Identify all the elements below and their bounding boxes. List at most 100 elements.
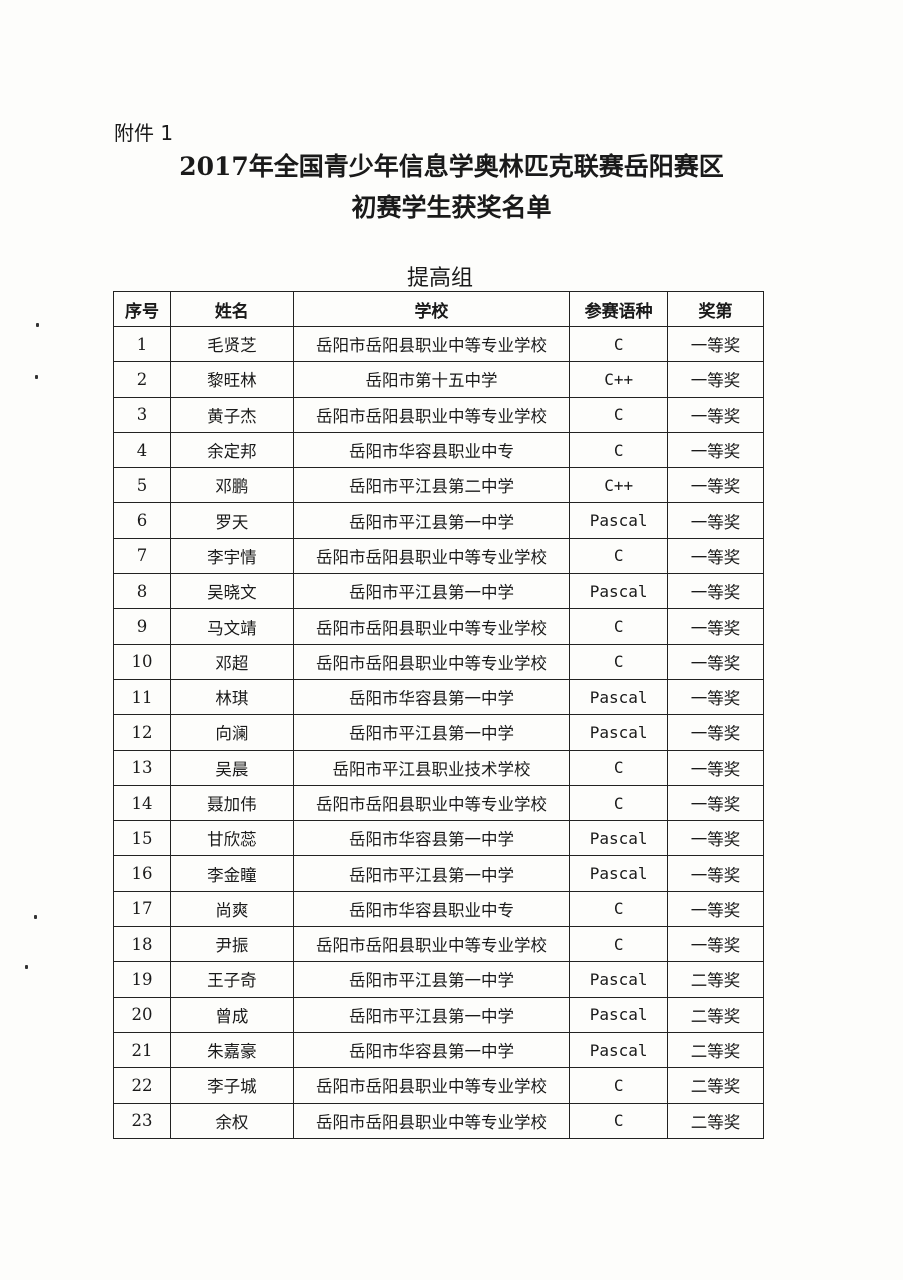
cell-school: 岳阳市华容县职业中专 bbox=[292, 431, 571, 469]
cell-award: 一等奖 bbox=[667, 573, 764, 610]
table-row: 10 邓超 岳阳市岳阳县职业中等专业学校 C 一等奖 bbox=[113, 643, 764, 680]
cell-language: C++ bbox=[569, 361, 669, 398]
cell-index: 21 bbox=[113, 1031, 171, 1069]
header-school: 学校 bbox=[292, 291, 571, 327]
cell-index: 8 bbox=[113, 573, 171, 610]
cell-name: 曾成 bbox=[169, 996, 294, 1033]
cell-name: 邓鹏 bbox=[169, 467, 294, 504]
cell-award: 一等奖 bbox=[667, 431, 764, 469]
cell-language: C bbox=[569, 608, 669, 645]
cell-award: 一等奖 bbox=[667, 643, 764, 680]
cell-award: 一等奖 bbox=[667, 926, 764, 963]
table-row: 14 聂加伟 岳阳市岳阳县职业中等专业学校 C 一等奖 bbox=[113, 784, 764, 822]
cell-award: 一等奖 bbox=[667, 502, 764, 539]
cell-language: Pascal bbox=[569, 961, 669, 998]
cell-language: C bbox=[569, 396, 669, 433]
attachment-label: 附件 1 bbox=[114, 121, 174, 145]
cell-index: 19 bbox=[113, 961, 171, 998]
table-row: 6 罗天 岳阳市平江县第一中学 Pascal 一等奖 bbox=[113, 502, 764, 539]
header-index: 序号 bbox=[113, 291, 171, 327]
cell-index: 20 bbox=[113, 996, 171, 1033]
cell-name: 向澜 bbox=[169, 714, 294, 751]
cell-school: 岳阳市华容县第一中学 bbox=[292, 678, 571, 716]
cell-index: 9 bbox=[113, 608, 171, 645]
cell-award: 一等奖 bbox=[667, 749, 764, 786]
cell-index: 23 bbox=[113, 1102, 171, 1139]
scan-speck bbox=[35, 375, 38, 379]
cell-name: 朱嘉豪 bbox=[169, 1031, 294, 1069]
cell-index: 13 bbox=[113, 749, 171, 786]
cell-index: 4 bbox=[113, 431, 171, 469]
cell-language: C++ bbox=[569, 467, 669, 504]
table-row: 9 马文靖 岳阳市岳阳县职业中等专业学校 C 一等奖 bbox=[113, 608, 764, 645]
cell-index: 2 bbox=[113, 361, 171, 398]
cell-language: C bbox=[569, 643, 669, 680]
cell-school: 岳阳市岳阳县职业中等专业学校 bbox=[292, 608, 571, 645]
cell-name: 余权 bbox=[169, 1102, 294, 1139]
cell-index: 15 bbox=[113, 820, 171, 857]
cell-index: 3 bbox=[113, 396, 171, 433]
cell-index: 10 bbox=[113, 643, 171, 680]
table-row: 22 李子城 岳阳市岳阳县职业中等专业学校 C 二等奖 bbox=[113, 1067, 764, 1104]
header-award: 奖第 bbox=[667, 291, 764, 327]
cell-school: 岳阳市平江县第一中学 bbox=[292, 502, 571, 539]
cell-award: 二等奖 bbox=[667, 1031, 764, 1069]
cell-award: 一等奖 bbox=[667, 361, 764, 398]
cell-index: 12 bbox=[113, 714, 171, 751]
cell-language: Pascal bbox=[569, 820, 669, 857]
cell-index: 17 bbox=[113, 890, 171, 928]
cell-name: 李金瞳 bbox=[169, 855, 294, 892]
scan-speck bbox=[36, 323, 39, 327]
table-row: 16 李金瞳 岳阳市平江县第一中学 Pascal 一等奖 bbox=[113, 855, 764, 892]
cell-language: C bbox=[569, 431, 669, 469]
scan-speck bbox=[25, 965, 28, 969]
cell-language: C bbox=[569, 1067, 669, 1104]
cell-school: 岳阳市岳阳县职业中等专业学校 bbox=[292, 1102, 571, 1139]
header-language: 参赛语种 bbox=[569, 291, 669, 327]
cell-name: 王子奇 bbox=[169, 961, 294, 998]
cell-language: Pascal bbox=[569, 1031, 669, 1069]
cell-award: 一等奖 bbox=[667, 537, 764, 575]
table-row: 8 吴晓文 岳阳市平江县第一中学 Pascal 一等奖 bbox=[113, 573, 764, 610]
cell-index: 5 bbox=[113, 467, 171, 504]
cell-name: 吴晓文 bbox=[169, 573, 294, 610]
cell-index: 11 bbox=[113, 678, 171, 716]
cell-school: 岳阳市华容县第一中学 bbox=[292, 1031, 571, 1069]
cell-school: 岳阳市华容县第一中学 bbox=[292, 820, 571, 857]
table-row: 3 黄子杰 岳阳市岳阳县职业中等专业学校 C 一等奖 bbox=[113, 396, 764, 433]
cell-name: 吴晨 bbox=[169, 749, 294, 786]
cell-index: 16 bbox=[113, 855, 171, 892]
header-name: 姓名 bbox=[169, 291, 294, 327]
cell-award: 二等奖 bbox=[667, 961, 764, 998]
cell-school: 岳阳市平江县职业技术学校 bbox=[292, 749, 571, 786]
table-row: 12 向澜 岳阳市平江县第一中学 Pascal 一等奖 bbox=[113, 714, 764, 751]
cell-language: C bbox=[569, 537, 669, 575]
cell-name: 余定邦 bbox=[169, 431, 294, 469]
cell-language: Pascal bbox=[569, 855, 669, 892]
cell-school: 岳阳市平江县第一中学 bbox=[292, 855, 571, 892]
table-row: 15 甘欣蕊 岳阳市华容县第一中学 Pascal 一等奖 bbox=[113, 820, 764, 857]
cell-school: 岳阳市岳阳县职业中等专业学校 bbox=[292, 537, 571, 575]
cell-award: 一等奖 bbox=[667, 608, 764, 645]
table-row: 7 李宇情 岳阳市岳阳县职业中等专业学校 C 一等奖 bbox=[113, 537, 764, 575]
cell-index: 1 bbox=[113, 325, 171, 363]
cell-award: 一等奖 bbox=[667, 467, 764, 504]
cell-award: 一等奖 bbox=[667, 820, 764, 857]
cell-name: 黄子杰 bbox=[169, 396, 294, 433]
cell-award: 一等奖 bbox=[667, 396, 764, 433]
scan-speck bbox=[34, 915, 37, 919]
cell-name: 聂加伟 bbox=[169, 784, 294, 822]
cell-language: Pascal bbox=[569, 996, 669, 1033]
award-table: 序号 姓名 学校 参赛语种 奖第 1 毛贤芝 岳阳市岳阳县职业中等专业学校 C 一等奖 2… bbox=[113, 291, 764, 1139]
cell-school: 岳阳市岳阳县职业中等专业学校 bbox=[292, 643, 571, 680]
cell-index: 22 bbox=[113, 1067, 171, 1104]
cell-award: 一等奖 bbox=[667, 714, 764, 751]
cell-school: 岳阳市岳阳县职业中等专业学校 bbox=[292, 396, 571, 433]
table-row: 4 余定邦 岳阳市华容县职业中专 C 一等奖 bbox=[113, 431, 764, 469]
cell-index: 7 bbox=[113, 537, 171, 575]
cell-school: 岳阳市平江县第一中学 bbox=[292, 573, 571, 610]
table-row: 2 黎旺林 岳阳市第十五中学 C++ 一等奖 bbox=[113, 361, 764, 398]
table-row: 20 曾成 岳阳市平江县第一中学 Pascal 二等奖 bbox=[113, 996, 764, 1033]
cell-award: 一等奖 bbox=[667, 325, 764, 363]
cell-index: 6 bbox=[113, 502, 171, 539]
